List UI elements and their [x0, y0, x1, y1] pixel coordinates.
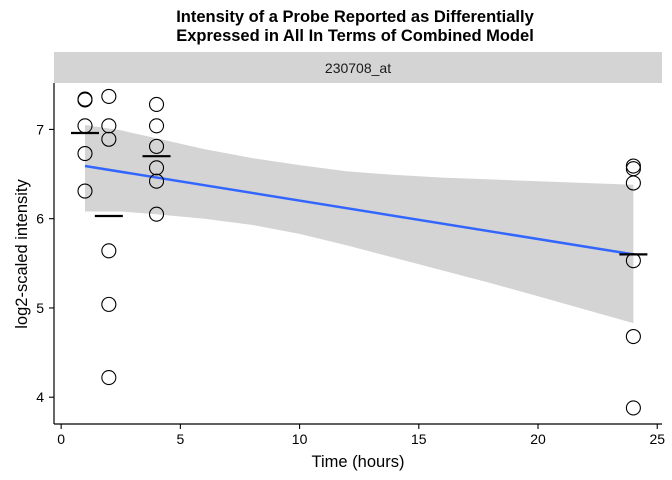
data-point — [148, 118, 165, 134]
data-point — [77, 92, 93, 108]
fit-line — [84, 164, 634, 256]
x-tick-label: 20 — [530, 431, 546, 447]
data-point — [625, 328, 641, 345]
x-tick-label: 5 — [176, 431, 184, 447]
confidence-band — [85, 125, 634, 324]
y-tick-label: 5 — [36, 300, 44, 316]
data-point — [101, 296, 117, 312]
data-point — [625, 161, 641, 177]
data-point — [101, 118, 117, 134]
y-tick-label: 6 — [36, 211, 44, 227]
x-tick-label: 10 — [292, 431, 308, 447]
data-point — [101, 370, 117, 386]
data-point — [77, 183, 93, 199]
data-point — [625, 175, 641, 191]
facet-strip-label: 230708_at — [325, 60, 391, 76]
data-point — [77, 145, 93, 162]
data-point — [625, 158, 641, 174]
plot-area — [70, 88, 648, 416]
data-point — [101, 131, 117, 147]
chart-title-line-2: Expressed in All In Terms of Combined Mo… — [176, 27, 534, 45]
x-tick-label: 15 — [411, 431, 427, 447]
x-axis-title: Time (hours) — [312, 453, 405, 471]
data-point — [148, 96, 165, 112]
data-point — [148, 160, 165, 176]
data-point — [625, 400, 641, 416]
x-tick-label: 25 — [649, 431, 665, 447]
data-point — [101, 243, 117, 259]
y-tick-label: 7 — [36, 121, 44, 137]
y-tick-label: 4 — [36, 389, 44, 405]
data-point — [77, 118, 93, 134]
facet-strip — [54, 52, 662, 83]
data-point — [148, 138, 165, 154]
data-point — [101, 88, 117, 104]
data-point — [77, 91, 93, 107]
axes: 0 5 10 15 20 25 4 5 6 7 — [36, 83, 665, 447]
data-point — [148, 173, 165, 189]
y-axis-title: log2-scaled intensity — [13, 179, 31, 329]
data-point — [625, 253, 641, 269]
chart-title-line-1: Intensity of a Probe Reported as Differe… — [176, 8, 534, 26]
data-point — [148, 206, 165, 222]
x-tick-label: 0 — [57, 431, 65, 447]
